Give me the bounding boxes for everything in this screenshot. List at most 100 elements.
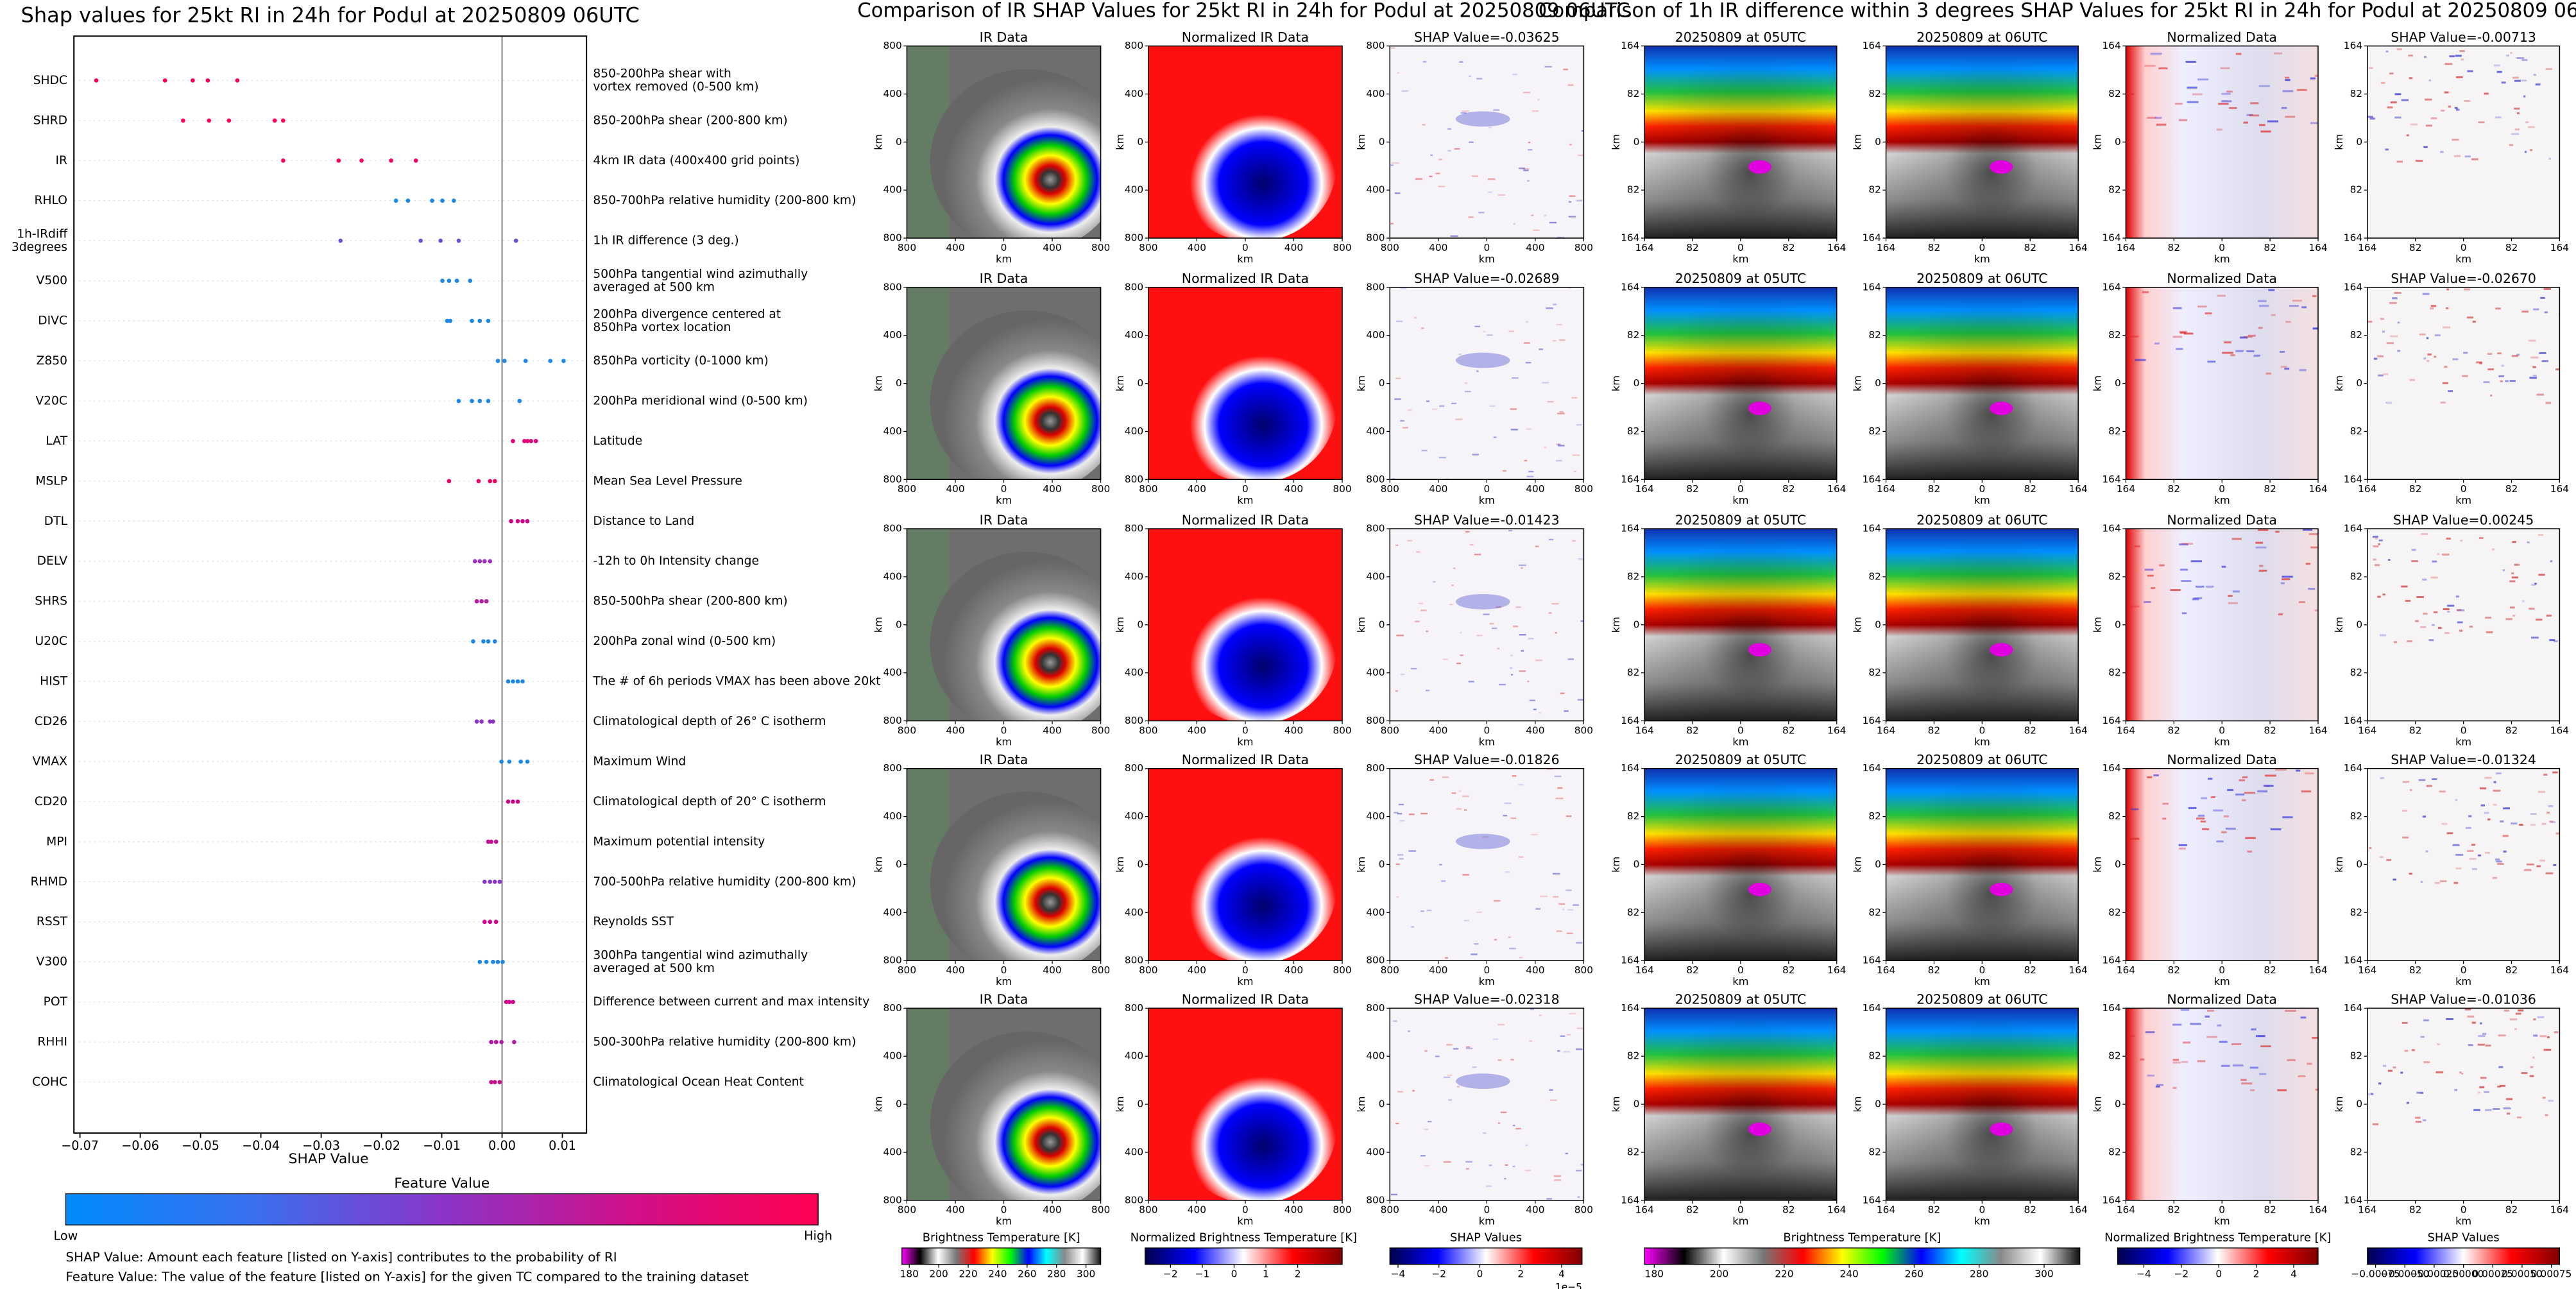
x-tick-label: 800 [1091, 242, 1110, 253]
colorbar-tick-label: 180 [900, 1268, 919, 1279]
image-panel [1390, 529, 1584, 721]
speck [2303, 529, 2312, 531]
x-axis-label: km [1479, 975, 1495, 987]
speck [2381, 81, 2385, 84]
x-tick-label: 164 [2308, 483, 2327, 495]
speck [1390, 47, 1395, 49]
speck [1564, 710, 1569, 712]
speck [1558, 903, 1565, 905]
speck [2415, 620, 2419, 622]
speck [1510, 1059, 1514, 1061]
speck [1415, 620, 1420, 622]
shap-point [405, 198, 411, 203]
speck [2462, 375, 2468, 377]
speck [2533, 308, 2539, 311]
speck [1474, 325, 1480, 328]
speck [2437, 627, 2442, 629]
y-tick-label: 800 [1366, 955, 1385, 966]
speck [2390, 335, 2398, 337]
shap-point [486, 318, 491, 323]
speck [2447, 604, 2455, 607]
speck [1547, 401, 1554, 403]
y-axis-label: km [1355, 1097, 1367, 1113]
y-tick-label: 0 [896, 619, 902, 630]
image-panel [1886, 46, 2079, 239]
y-tick-label: 0 [2115, 858, 2121, 870]
y-axis-label: km [2091, 857, 2103, 873]
speck [2459, 629, 2463, 632]
y-tick-label: 164 [2102, 281, 2120, 293]
speck [1512, 1165, 1515, 1168]
y-axis-label: km [1114, 857, 1126, 873]
colorbar-tick-label: −0.00075 [2351, 1268, 2400, 1279]
speck [1524, 459, 1528, 462]
shap-point [181, 118, 185, 123]
y-tick-label: 400 [883, 88, 901, 99]
speck [2314, 74, 2318, 77]
shap-point [511, 1000, 515, 1004]
x-tick-label: 164 [2117, 1204, 2135, 1216]
speck [2482, 1032, 2487, 1035]
speck [2178, 119, 2188, 121]
y-tick-label: 82 [1868, 425, 1881, 437]
speck [2485, 1109, 2492, 1111]
y-tick-label: 0 [1379, 377, 1385, 389]
speck [1510, 667, 1513, 669]
x-tick-label: 164 [2358, 483, 2376, 495]
speck [1464, 809, 1467, 811]
speck [2546, 812, 2550, 814]
colorbar-tick-label: 0.00050 [2502, 1268, 2542, 1279]
x-tick-label: 400 [946, 964, 964, 976]
speck [2478, 537, 2484, 540]
speck [1546, 768, 1553, 771]
speck [2455, 595, 2459, 598]
x-tick-label: 164 [2068, 242, 2087, 253]
colorbar-label: Feature Value [394, 1175, 490, 1191]
shap-point [477, 559, 482, 564]
speck [2515, 1012, 2521, 1015]
speck [1556, 323, 1563, 326]
x-tick-label: 0 [1242, 483, 1249, 495]
x-axis-label: km [1974, 253, 1990, 265]
speck [1455, 1073, 1510, 1089]
y-tick-label: 800 [883, 715, 901, 726]
x-tick-label: 82 [2024, 242, 2036, 253]
speck [2480, 1022, 2482, 1025]
speck [1504, 1177, 1506, 1180]
speck [1519, 167, 1525, 169]
feature-description: 200hPa meridional wind (0-500 km) [593, 394, 808, 407]
y-tick-label: 164 [1863, 523, 1881, 534]
speck [1412, 1089, 1415, 1092]
feature-description: 500-300hPa relative humidity (200-800 km… [593, 1036, 856, 1049]
speck [2543, 1048, 2552, 1051]
speck [2509, 380, 2516, 382]
feature-description: Maximum Wind [593, 755, 686, 768]
x-tick-label: 0 [1242, 724, 1249, 736]
y-tick-label: 0 [1137, 377, 1143, 389]
y-tick-label: 164 [1863, 40, 1881, 51]
speck [2444, 63, 2453, 65]
speck [1528, 141, 1531, 144]
speck [2155, 1085, 2160, 1088]
x-tick-label: 0 [1737, 1204, 1744, 1216]
y-tick-label: 0 [896, 136, 902, 148]
speck [1450, 235, 1458, 237]
speck [2147, 1074, 2154, 1077]
speck [2471, 868, 2477, 871]
speck [2393, 641, 2398, 644]
speck [1468, 216, 1474, 218]
speck [1513, 626, 1519, 627]
speck [1482, 836, 1489, 838]
colorbar-tick-label: 300 [1077, 1268, 1095, 1279]
feature-label: RHLO [35, 194, 67, 207]
speck [2528, 339, 2536, 342]
speck [1497, 1059, 1502, 1061]
speck [1510, 817, 1517, 819]
y-tick-label: 400 [883, 329, 901, 341]
speck [1510, 674, 1514, 676]
speck [2369, 67, 2373, 69]
speck [2493, 781, 2496, 783]
speck [1549, 1099, 1557, 1101]
shap-point [497, 1080, 502, 1084]
x-tick-label: 0 [2219, 483, 2225, 495]
